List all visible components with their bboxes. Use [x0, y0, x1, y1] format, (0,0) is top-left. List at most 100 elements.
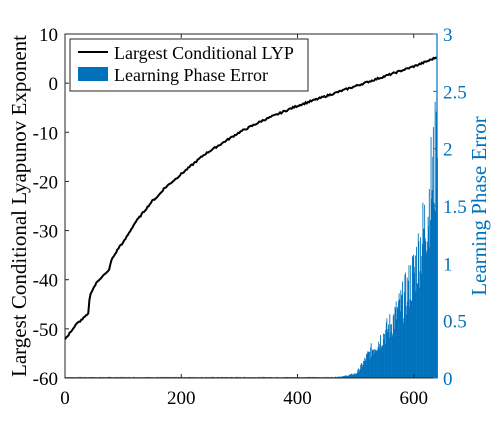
y-tick-label-right: 1.5: [443, 197, 467, 218]
error-bar: [355, 374, 356, 378]
error-bar: [414, 255, 416, 378]
error-bar: [169, 376, 170, 378]
error-bar: [419, 271, 421, 378]
error-bar: [384, 344, 386, 378]
error-bar: [395, 308, 397, 378]
error-bar: [128, 376, 130, 378]
error-bar: [124, 376, 126, 378]
error-bar: [277, 376, 279, 378]
y-tick-label-right: 2: [443, 140, 453, 161]
error-bar: [109, 376, 111, 378]
error-bar: [351, 373, 353, 378]
error-bar: [403, 318, 405, 378]
error-bar: [338, 376, 340, 378]
error-bar: [429, 247, 431, 378]
error-bar: [339, 376, 341, 378]
error-bar: [391, 336, 393, 378]
error-bar: [190, 376, 192, 378]
error-bar: [239, 376, 241, 378]
error-bar: [376, 350, 378, 378]
error-bar: [407, 301, 409, 378]
error-bar: [163, 376, 165, 378]
error-bar: [389, 324, 391, 378]
error-bar: [309, 376, 311, 378]
error-bar: [344, 375, 345, 378]
x-tick-label: 0: [60, 388, 70, 409]
error-bar: [356, 373, 358, 378]
error-bar: [399, 299, 401, 378]
legend-label-lyp: Largest Conditional LYP: [114, 43, 294, 63]
error-bar: [432, 156, 434, 378]
y-tick-label-left: -20: [33, 172, 58, 193]
error-bar: [363, 361, 365, 378]
error-bar: [341, 376, 342, 378]
error-bar: [236, 376, 238, 378]
error-bar: [412, 256, 414, 378]
error-bar: [423, 229, 425, 378]
error-bar: [420, 237, 422, 378]
error-bar: [387, 329, 389, 378]
error-bar: [389, 314, 391, 378]
error-bar: [159, 376, 161, 378]
error-bar: [395, 301, 397, 378]
error-bar: [298, 376, 300, 378]
error-bar: [230, 376, 232, 378]
error-bar: [367, 351, 369, 378]
error-bar: [412, 256, 413, 378]
error-bar: [306, 376, 308, 378]
error-bar: [212, 376, 213, 378]
error-bar: [335, 376, 337, 378]
error-bar: [417, 283, 419, 378]
y-tick-label-left: 0: [49, 74, 59, 95]
error-bar: [418, 287, 420, 378]
error-bar: [261, 376, 263, 378]
error-bar: [366, 354, 367, 378]
error-bar: [244, 376, 245, 378]
error-bar: [401, 294, 403, 378]
error-bar: [289, 376, 291, 378]
error-bar: [356, 372, 358, 378]
error-bar: [430, 220, 431, 378]
error-bar: [383, 339, 385, 378]
error-bar: [133, 376, 134, 378]
error-bar: [398, 300, 399, 378]
error-bar: [173, 376, 175, 378]
error-bar: [151, 376, 153, 378]
error-bar: [292, 376, 294, 378]
error-bar: [337, 376, 338, 378]
error-bar: [411, 300, 413, 378]
error-bar: [375, 349, 377, 378]
error-bar: [359, 369, 360, 378]
error-bar: [339, 376, 341, 378]
error-bar: [358, 372, 360, 378]
error-bar: [187, 376, 189, 378]
legend-label-error: Learning Phase Error: [114, 65, 268, 85]
error-bar: [353, 373, 355, 378]
error-bar: [355, 373, 357, 378]
error-bar: [433, 202, 435, 378]
y-axis-label-left: Largest Conditional Lyapunov Exponent: [7, 35, 31, 377]
y-tick-label-right: 0.5: [443, 312, 467, 333]
error-bar: [346, 376, 348, 378]
error-bar: [108, 376, 109, 378]
error-bar: [345, 375, 347, 378]
error-bar: [348, 375, 350, 378]
error-bar: [415, 291, 417, 378]
error-bar: [380, 345, 382, 378]
error-bar: [399, 311, 401, 378]
error-bar: [116, 376, 118, 378]
error-bar: [404, 274, 406, 378]
error-bar: [360, 363, 362, 378]
error-bar: [386, 318, 388, 378]
error-bar: [201, 376, 202, 378]
error-bar: [213, 376, 215, 378]
x-tick-label: 200: [167, 388, 196, 409]
error-bar: [428, 189, 430, 378]
error-bar: [343, 376, 345, 378]
error-bar: [71, 376, 73, 378]
error-bar: [349, 374, 351, 378]
error-bar: [424, 238, 426, 378]
error-bar: [403, 292, 405, 378]
y-tick-label-left: -40: [33, 271, 58, 292]
error-bar: [269, 376, 270, 378]
